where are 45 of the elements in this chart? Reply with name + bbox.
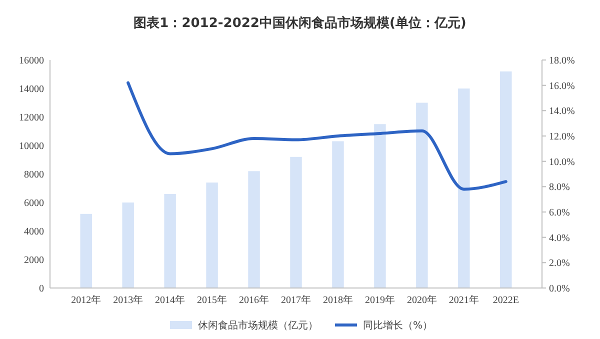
x-tick-label: 2019年 [364,294,395,306]
x-tick-label: 2020年 [406,294,437,306]
bar [332,141,344,288]
bar [164,194,176,288]
bar [248,171,260,288]
y2-tick-label: 16.0% [549,80,575,92]
y-tick-label: 12000 [19,112,44,124]
y2-tick-label: 8.0% [549,182,570,194]
y2-tick-label: 4.0% [549,232,570,244]
y-tick-label: 8000 [24,170,44,180]
y2-tick-label: 6.0% [549,208,570,218]
y2-tick-label: 14.0% [549,106,575,118]
bar [374,124,386,288]
y2-tick-label: 0.0% [549,284,570,294]
y-tick-label: 14000 [19,84,44,95]
chart-title: 图表1：2012-2022中国休闲食品市场规模(单位：亿元) [134,15,466,31]
line-series [126,81,508,191]
x-tick-label: 2016年 [239,294,270,306]
y-tick-label: 2000 [24,255,44,266]
y-tick-label: 16000 [19,56,44,66]
x-tick-label: 2014年 [155,294,186,306]
legend-label: 同比增长（%） [363,320,433,332]
legend-label: 休闲食品市场规模（亿元） [198,320,318,332]
y-tick-label: 10000 [19,141,44,152]
bar [80,214,92,288]
y2-tick-label: 2.0% [549,258,570,270]
bar [206,182,218,288]
x-tick-label: 2022E [492,295,519,306]
x-tick-label: 2018年 [322,294,353,306]
y-tick-label: 4000 [24,226,44,238]
y-tick-label: 0 [39,284,44,294]
x-tick-label: 2013年 [113,294,144,306]
bar [458,88,470,288]
y2-tick-label: 12.0% [549,132,575,142]
x-tick-label: 2012年 [71,294,102,306]
bar [500,71,512,288]
y2-tick-label: 10.0% [549,156,575,168]
y2-tick-label: 18.0% [549,56,575,66]
x-tick-label: 2021年 [448,294,479,306]
x-tick-label: 2017年 [281,294,311,306]
bar [122,202,134,288]
bar [416,102,428,288]
x-tick-label: 2015年 [197,294,228,306]
y-tick-label: 6000 [24,198,44,209]
bar [290,156,302,288]
